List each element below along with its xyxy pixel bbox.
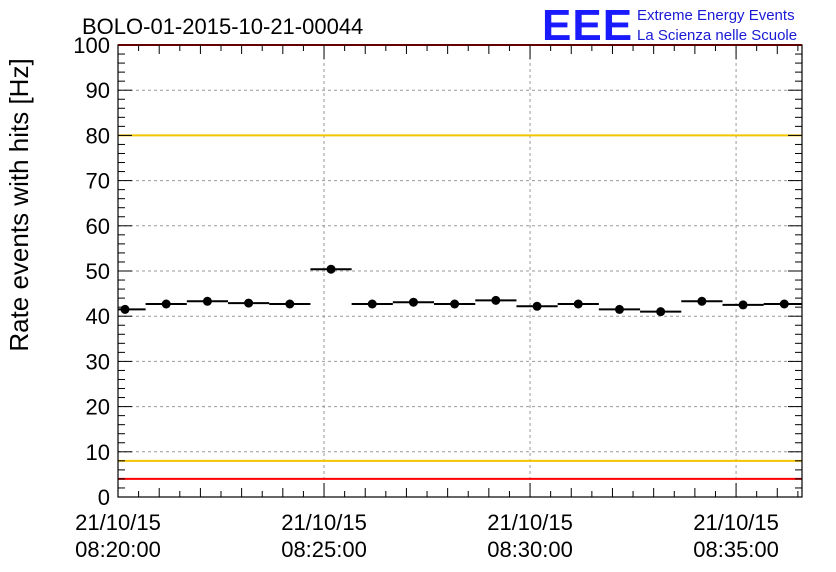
y-tick-label: 90 [86, 78, 110, 103]
logo-line1: Extreme Energy Events [637, 7, 795, 24]
data-point [310, 264, 352, 274]
x-tick-label-time: 08:25:00 [281, 537, 367, 562]
point-marker [161, 299, 171, 309]
chart-title: BOLO-01-2015-10-21-00044 [82, 14, 363, 39]
data-point [118, 304, 146, 314]
point-marker [573, 299, 583, 309]
x-tick-label-date: 21/10/15 [281, 510, 367, 535]
logo-mark: EEE [542, 1, 633, 50]
x-tick-label-time: 08:35:00 [693, 537, 779, 562]
point-marker [408, 297, 418, 307]
axes: 010203040506070809010021/10/1508:20:0021… [73, 33, 803, 562]
point-marker [697, 296, 707, 306]
y-tick-label: 40 [86, 304, 110, 329]
data-point [269, 299, 311, 309]
data-point [640, 307, 682, 317]
data-point [228, 298, 270, 308]
point-marker [532, 301, 542, 311]
eee-logo: EEE Extreme Energy Events La Scienza nel… [542, 1, 797, 50]
point-marker [614, 304, 624, 314]
data-point [475, 295, 517, 305]
y-tick-label: 80 [86, 123, 110, 148]
logo-line2: La Scienza nelle Scuole [637, 27, 797, 44]
data-point [557, 299, 599, 309]
data-point [351, 299, 393, 309]
data-point [681, 296, 723, 306]
point-marker [656, 307, 666, 317]
data-point [598, 304, 641, 314]
grid [117, 45, 802, 497]
y-axis-label: Rate events with hits [Hz] [4, 58, 34, 351]
x-tick-label-time: 08:30:00 [487, 537, 573, 562]
x-tick-label-date: 21/10/15 [487, 510, 573, 535]
point-marker [450, 299, 460, 309]
data-point [516, 301, 558, 311]
point-marker [202, 296, 212, 306]
point-marker [779, 299, 789, 309]
point-marker [326, 264, 336, 274]
x-tick-label-date: 21/10/15 [693, 510, 779, 535]
reference-lines [118, 44, 802, 480]
y-tick-label: 100 [73, 33, 110, 58]
y-tick-label: 50 [86, 259, 110, 284]
data-point [145, 299, 187, 309]
data-point [434, 299, 476, 309]
point-marker [120, 304, 130, 314]
point-marker [491, 295, 501, 305]
data-point [763, 299, 802, 309]
point-marker [738, 300, 748, 310]
y-tick-label: 0 [98, 485, 110, 510]
data-point [722, 300, 764, 310]
data-point [392, 297, 435, 307]
y-tick-label: 70 [86, 169, 110, 194]
point-marker [285, 299, 295, 309]
point-marker [367, 299, 377, 309]
y-tick-label: 60 [86, 214, 110, 239]
point-marker [244, 298, 254, 308]
x-tick-label-date: 21/10/15 [75, 510, 161, 535]
y-tick-label: 10 [86, 440, 110, 465]
data-points [118, 264, 802, 317]
y-tick-label: 20 [86, 395, 110, 420]
data-point [186, 296, 229, 306]
x-tick-label-time: 08:20:00 [75, 537, 161, 562]
y-tick-label: 30 [86, 349, 110, 374]
